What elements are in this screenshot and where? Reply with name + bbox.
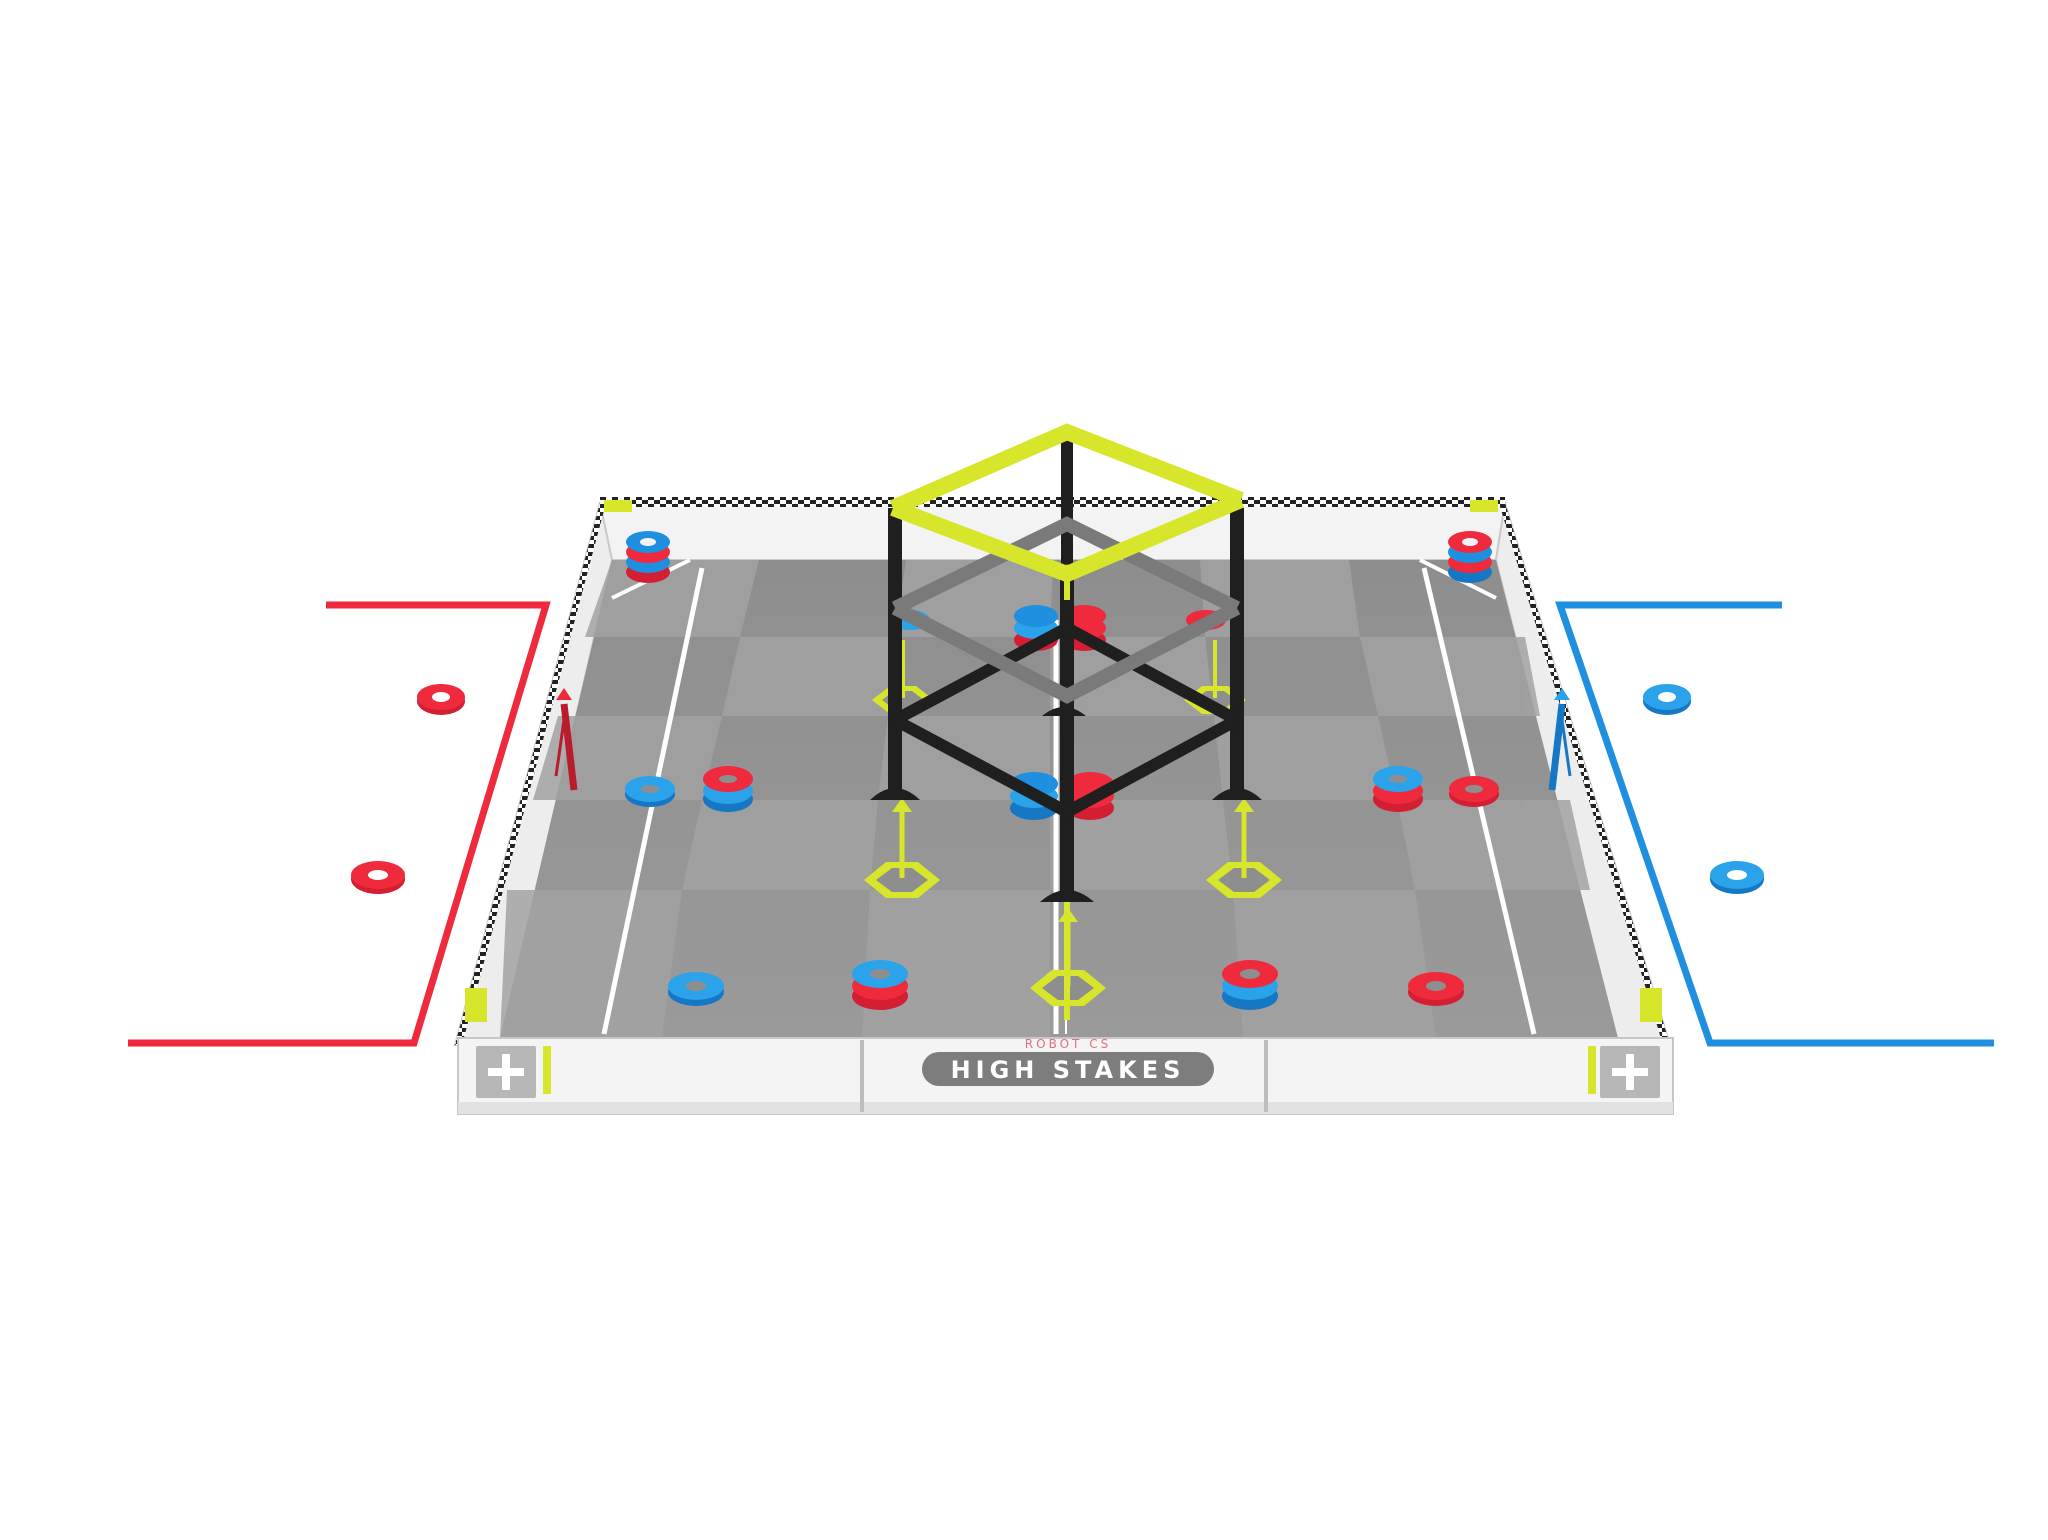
red-ring <box>417 684 465 715</box>
mobile-goal <box>864 798 940 898</box>
front-wall: HIGH STAKES ROBOT CS <box>457 1037 1674 1115</box>
title-plate-text: HIGH STAKES <box>951 1056 1186 1084</box>
red-ring <box>1449 776 1499 807</box>
ring-stack <box>1222 960 1278 1010</box>
ring-stack <box>703 766 753 812</box>
plus-icon <box>476 1046 536 1098</box>
blue-ring <box>668 972 724 1006</box>
title-plate-bg <box>922 1052 1214 1086</box>
mobile-goal <box>1206 798 1282 898</box>
blue-ring <box>1710 861 1764 894</box>
ring-stack <box>1373 766 1423 812</box>
blue-wall-stake <box>1548 688 1572 791</box>
red-wall-stake <box>554 688 578 791</box>
brand-text: ROBOT CS <box>1025 1037 1111 1051</box>
red-alliance-station <box>128 601 551 1047</box>
red-station-outline <box>128 601 551 1047</box>
red-ring <box>351 861 405 894</box>
ring-stack <box>852 960 908 1010</box>
blue-alliance-station <box>1555 601 1994 1047</box>
blue-ring <box>625 776 675 807</box>
blue-station-outline <box>1555 601 1994 1047</box>
corner-ring-stack <box>626 531 670 583</box>
red-ring <box>1408 972 1464 1006</box>
field-perimeter <box>453 497 1672 1046</box>
plus-icon <box>1600 1046 1660 1098</box>
corner-ring-stack <box>1448 531 1492 583</box>
blue-ring <box>1643 684 1691 715</box>
field-floor <box>500 558 1618 1038</box>
ladder-tower <box>870 423 1262 1020</box>
